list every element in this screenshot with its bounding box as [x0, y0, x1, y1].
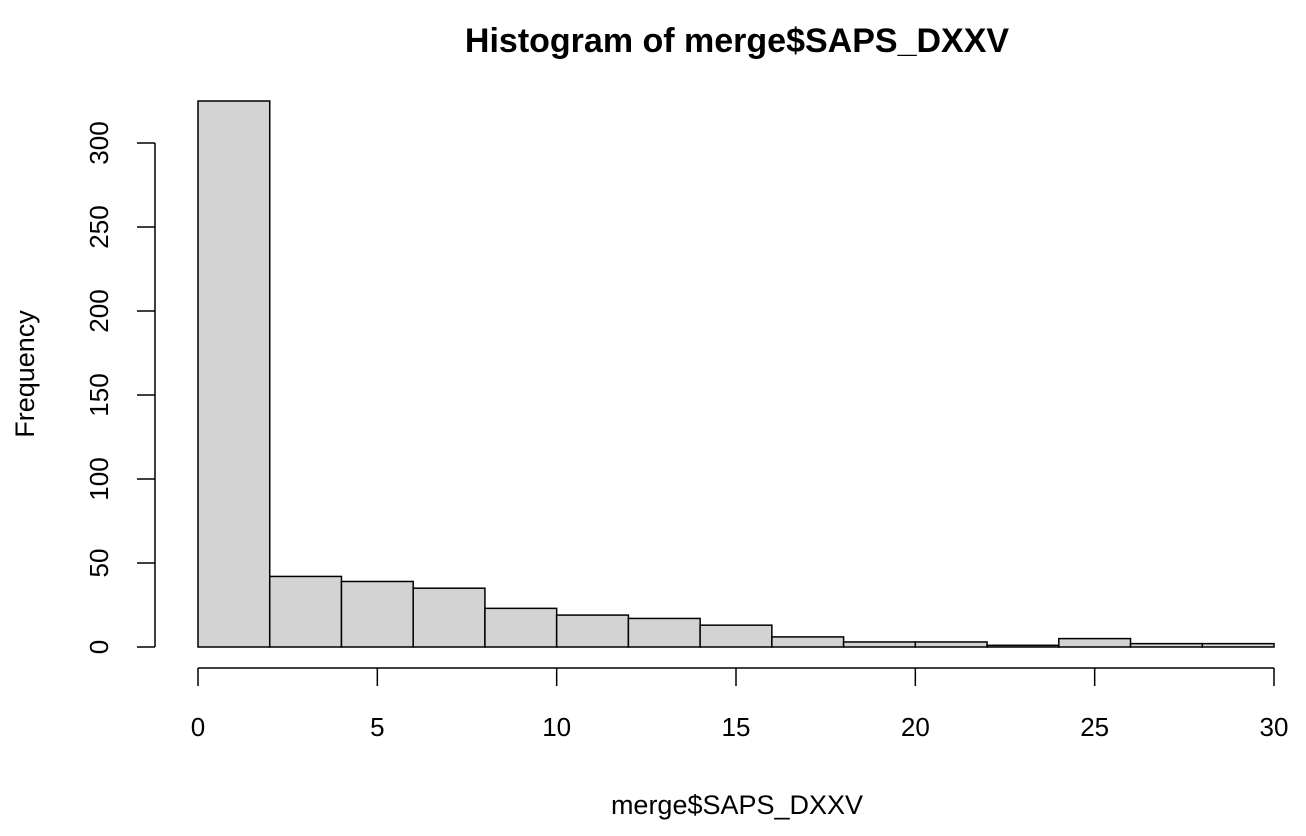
x-axis: 0 5 10 15 20 25 30 — [191, 667, 1289, 742]
x-tick-label: 5 — [370, 712, 384, 742]
y-tick-label: 300 — [84, 121, 114, 164]
x-tick-label: 25 — [1080, 712, 1109, 742]
y-tick-label: 50 — [84, 549, 114, 578]
histogram-bar — [986, 644, 1060, 648]
histogram-bar — [555, 614, 630, 648]
x-tick-label: 15 — [722, 712, 751, 742]
x-tick-label: 0 — [191, 712, 205, 742]
histogram-bars — [197, 100, 1275, 648]
y-tick-label: 0 — [84, 640, 114, 654]
y-tick-label: 150 — [84, 373, 114, 416]
histogram-bar — [197, 100, 271, 648]
histogram-bar — [268, 575, 343, 648]
histogram-bar — [771, 636, 845, 648]
y-axis: 0 50 100 150 200 250 300 — [84, 121, 156, 654]
x-tick-label: 10 — [542, 712, 571, 742]
histogram-bar — [1201, 642, 1275, 648]
chart-title: Histogram of merge$SAPS_DXXV — [465, 22, 1009, 60]
y-tick-label: 100 — [84, 457, 114, 500]
y-tick-label: 200 — [84, 289, 114, 332]
x-tick-label: 30 — [1260, 712, 1289, 742]
x-axis-label: merge$SAPS_DXXV — [611, 790, 863, 820]
histogram-bar — [484, 607, 558, 648]
histogram-bar — [627, 617, 701, 648]
histogram-bar — [1129, 642, 1204, 648]
y-axis-label: Frequency — [10, 310, 40, 438]
y-tick-label: 250 — [84, 205, 114, 248]
histogram-bar — [412, 587, 486, 648]
histogram-bar — [842, 641, 917, 648]
x-tick-label: 20 — [901, 712, 930, 742]
histogram-bar — [914, 641, 988, 648]
histogram-bar — [699, 624, 773, 648]
histogram-bar — [1058, 637, 1132, 648]
histogram-bar — [340, 580, 414, 648]
